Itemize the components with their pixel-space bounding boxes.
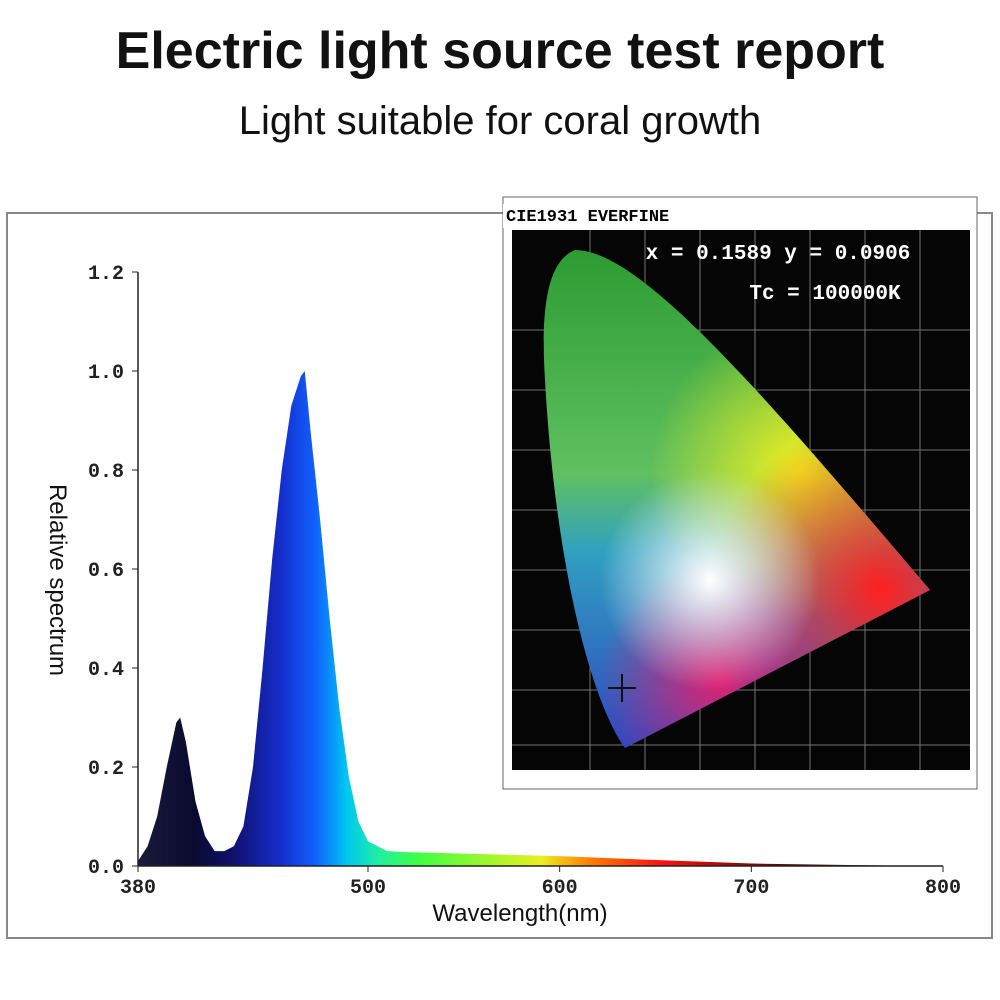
x-tick-label: 380 bbox=[120, 877, 156, 900]
x-tick-label: 800 bbox=[925, 877, 961, 900]
y-tick-label: 0.0 bbox=[88, 857, 124, 880]
y-tick-label: 0.4 bbox=[88, 659, 124, 682]
y-tick-label: 0.2 bbox=[88, 758, 124, 781]
title: Electric light source test report bbox=[116, 22, 885, 80]
spectrum-area bbox=[138, 371, 943, 866]
inset-label-box bbox=[503, 204, 749, 228]
inset-color-temperature: Tc = 100000K bbox=[749, 283, 901, 306]
inset-label: CIE1931 EVERFINE bbox=[506, 208, 669, 227]
inset-coordinates: x = 0.1589 y = 0.0906 bbox=[646, 243, 911, 266]
subtitle: Light suitable for coral growth bbox=[239, 99, 762, 143]
x-axis-label: Wavelength(nm) bbox=[432, 900, 607, 927]
y-tick-label: 0.6 bbox=[88, 560, 124, 583]
x-tick-label: 600 bbox=[542, 877, 578, 900]
y-tick-label: 0.8 bbox=[88, 461, 124, 484]
x-tick-label: 700 bbox=[733, 877, 769, 900]
cie-point bbox=[608, 674, 636, 702]
x-tick-label: 500 bbox=[350, 877, 386, 900]
y-axis-label: Relative spectrum bbox=[44, 484, 71, 676]
cie-inset: CIE1931 EVERFINE x = 0.1589 y = 0.0906 T… bbox=[502, 196, 978, 790]
y-tick-label: 1.0 bbox=[88, 362, 124, 385]
plot: 0.0 0.2 0.4 0.6 0.8 1.0 1.2 380 500 600 700 800 bbox=[88, 263, 961, 900]
y-tick-label: 1.2 bbox=[88, 263, 124, 286]
